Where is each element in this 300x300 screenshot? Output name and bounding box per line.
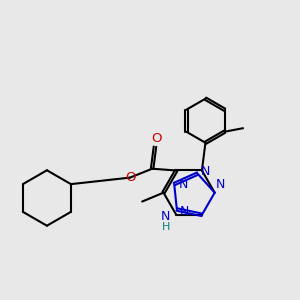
Text: O: O [125,171,135,184]
Text: N: N [161,210,170,223]
Text: H: H [161,222,170,232]
Text: N: N [180,205,189,218]
Text: N: N [178,178,188,190]
Text: O: O [151,132,161,146]
Text: N: N [215,178,225,191]
Text: N: N [201,165,210,178]
